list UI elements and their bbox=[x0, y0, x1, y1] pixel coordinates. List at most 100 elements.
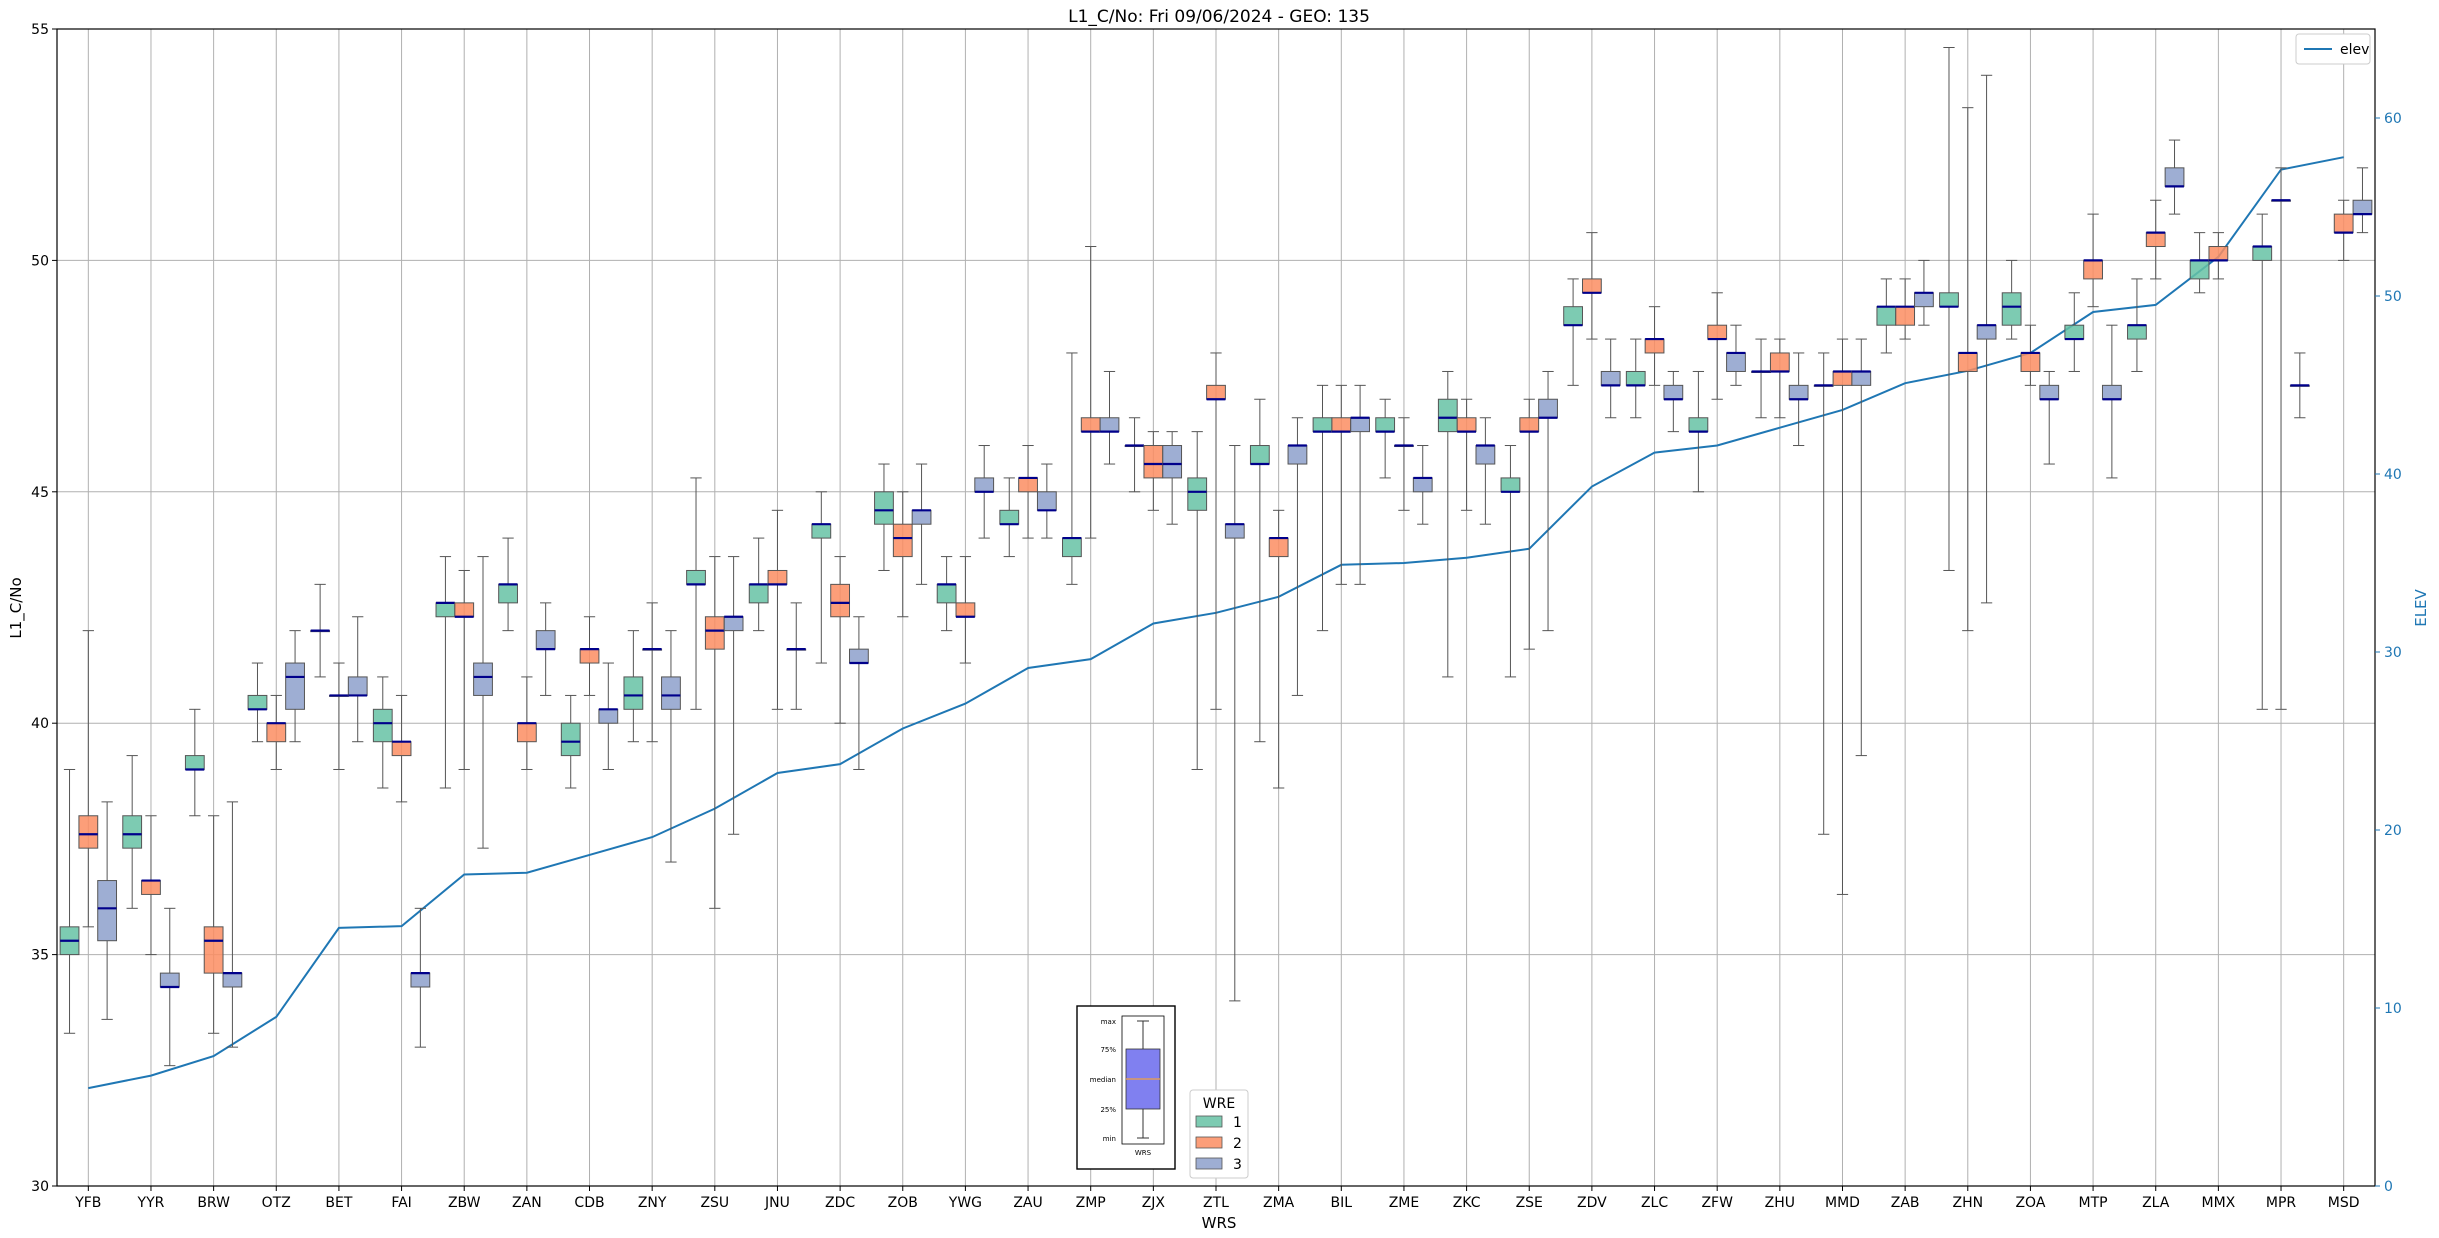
x-tick-label: ZBW bbox=[448, 1195, 481, 1211]
box-iqr-wre3 bbox=[1412, 477, 1433, 493]
box-iqr-wre2 bbox=[203, 926, 224, 974]
box-group-wre2 bbox=[1268, 509, 1289, 789]
x-tick-label: ZDV bbox=[1577, 1195, 1607, 1211]
y-tick-label: 45 bbox=[31, 485, 49, 501]
box-group-wre2 bbox=[1832, 338, 1853, 895]
box-group-wre2 bbox=[892, 491, 913, 618]
x-tick-label: ZLC bbox=[1641, 1195, 1668, 1211]
box-group-wre3 bbox=[661, 630, 681, 863]
x-tick-label: ZKC bbox=[1453, 1195, 1481, 1211]
elev-legend-label: elev bbox=[2340, 42, 2369, 58]
box-key-q3: 75% bbox=[1100, 1046, 1116, 1054]
x-tick-label: ZHN bbox=[1952, 1195, 1983, 1211]
box-group-wre3 bbox=[1976, 74, 1997, 604]
box-group-wre3 bbox=[1162, 431, 1183, 525]
box-key-inset: max 75% median 25% min WRS bbox=[1076, 1005, 1176, 1170]
box-group-wre1 bbox=[560, 694, 581, 789]
box-group-wre3 bbox=[97, 801, 118, 1020]
box-group-wre3 bbox=[1538, 370, 1558, 632]
box-group-wre2 bbox=[516, 676, 537, 770]
box-iqr-wre3 bbox=[1600, 370, 1621, 386]
box-iqr-wre3 bbox=[598, 708, 619, 724]
box-iqr-wre1 bbox=[936, 583, 957, 604]
box-iqr-wre2 bbox=[955, 602, 976, 618]
wre-legend-swatch-3 bbox=[1195, 1157, 1223, 1170]
boxplot-layer bbox=[59, 47, 2373, 1067]
wre-legend-title: WRE bbox=[1203, 1096, 1235, 1112]
x-tick-label: ZAU bbox=[1013, 1195, 1042, 1211]
box-group-wre3 bbox=[535, 602, 556, 696]
box-iqr-wre2 bbox=[1143, 445, 1164, 479]
box-iqr-wre1 bbox=[1939, 292, 1959, 308]
box-group-wre3 bbox=[2039, 370, 2060, 465]
box-group-wre1 bbox=[435, 556, 456, 789]
box-iqr-wre1 bbox=[1437, 398, 1458, 433]
x-tick-label: ZDC bbox=[825, 1195, 855, 1211]
box-group-wre3 bbox=[2352, 167, 2373, 234]
box-group-wre1 bbox=[1124, 417, 1145, 493]
box-group-wre1 bbox=[372, 676, 393, 789]
box-group-wre2 bbox=[1456, 398, 1477, 511]
box-group-wre1 bbox=[2064, 292, 2085, 372]
box-group-wre3 bbox=[1036, 463, 1057, 539]
x-tick-label: BIL bbox=[1331, 1195, 1353, 1211]
wre-legend-label-1: 1 bbox=[1233, 1115, 1242, 1131]
box-group-wre3 bbox=[1851, 338, 1872, 757]
box-iqr-wre1 bbox=[623, 676, 644, 710]
box-key-median-label: median bbox=[1090, 1076, 1116, 1084]
box-iqr-wre3 bbox=[2164, 167, 2185, 187]
box-group-wre2 bbox=[141, 815, 161, 956]
box-group-wre1 bbox=[2189, 232, 2210, 294]
box-group-wre1 bbox=[1187, 431, 1208, 770]
box-group-wre1 bbox=[247, 662, 268, 743]
x-tick-label: BET bbox=[325, 1195, 352, 1211]
box-iqr-wre2 bbox=[1080, 417, 1101, 433]
wre-legend: WRE 1 2 3 bbox=[1189, 1089, 1249, 1179]
box-iqr-wre2 bbox=[2145, 232, 2166, 248]
box-iqr-wre1 bbox=[435, 602, 456, 618]
box-group-wre2 bbox=[1769, 338, 1790, 419]
box-iqr-wre1 bbox=[1688, 417, 1709, 433]
x-tick-label: CDB bbox=[574, 1195, 604, 1211]
box-iqr-wre1 bbox=[1500, 477, 1521, 493]
box-group-wre3 bbox=[786, 602, 807, 710]
box-iqr-wre2 bbox=[1644, 338, 1665, 354]
box-group-wre2 bbox=[1080, 246, 1101, 539]
box-group-wre3 bbox=[1350, 384, 1370, 585]
box-group-wre1 bbox=[1249, 398, 1270, 743]
wre-legend-swatch-1 bbox=[1195, 1115, 1223, 1128]
box-iqr-wre2 bbox=[1268, 537, 1289, 558]
box-iqr-wre1 bbox=[372, 708, 393, 743]
box-group-wre2 bbox=[1331, 384, 1352, 585]
y-tick-label: 35 bbox=[31, 948, 49, 964]
box-group-wre1 bbox=[184, 708, 205, 817]
box-group-wre3 bbox=[222, 801, 243, 1048]
box-group-wre3 bbox=[1224, 445, 1245, 1002]
box-iqr-wre2 bbox=[78, 815, 99, 849]
right-tick-label: 50 bbox=[2384, 289, 2402, 305]
x-tick-label: ZSU bbox=[700, 1195, 729, 1211]
box-iqr-wre1 bbox=[1876, 306, 1897, 326]
box-group-wre3 bbox=[1287, 417, 1308, 696]
box-iqr-wre3 bbox=[1350, 417, 1370, 433]
box-iqr-wre3 bbox=[535, 630, 556, 650]
box-iqr-wre2 bbox=[1331, 417, 1352, 433]
box-iqr-wre2 bbox=[1957, 352, 1978, 372]
box-group-wre1 bbox=[1751, 338, 1771, 419]
y-axis-ticks: 30 35 40 45 50 55 bbox=[31, 22, 57, 1195]
box-group-wre1 bbox=[1375, 398, 1396, 479]
box-iqr-wre3 bbox=[974, 477, 995, 493]
box-iqr-wre1 bbox=[1625, 370, 1646, 386]
x-tick-label: YFB bbox=[74, 1195, 101, 1211]
box-group-wre1 bbox=[999, 477, 1020, 558]
wre-legend-swatch-2 bbox=[1195, 1136, 1223, 1149]
box-iqr-wre3 bbox=[410, 972, 431, 988]
x-tick-label: ZNY bbox=[638, 1195, 667, 1211]
box-iqr-wre2 bbox=[2083, 259, 2103, 280]
right-tick-label: 30 bbox=[2384, 645, 2402, 661]
x-tick-label: BRW bbox=[197, 1195, 230, 1211]
box-iqr-wre3 bbox=[2039, 384, 2060, 400]
box-group-wre3 bbox=[159, 907, 180, 1067]
box-iqr-wre1 bbox=[1312, 417, 1333, 433]
